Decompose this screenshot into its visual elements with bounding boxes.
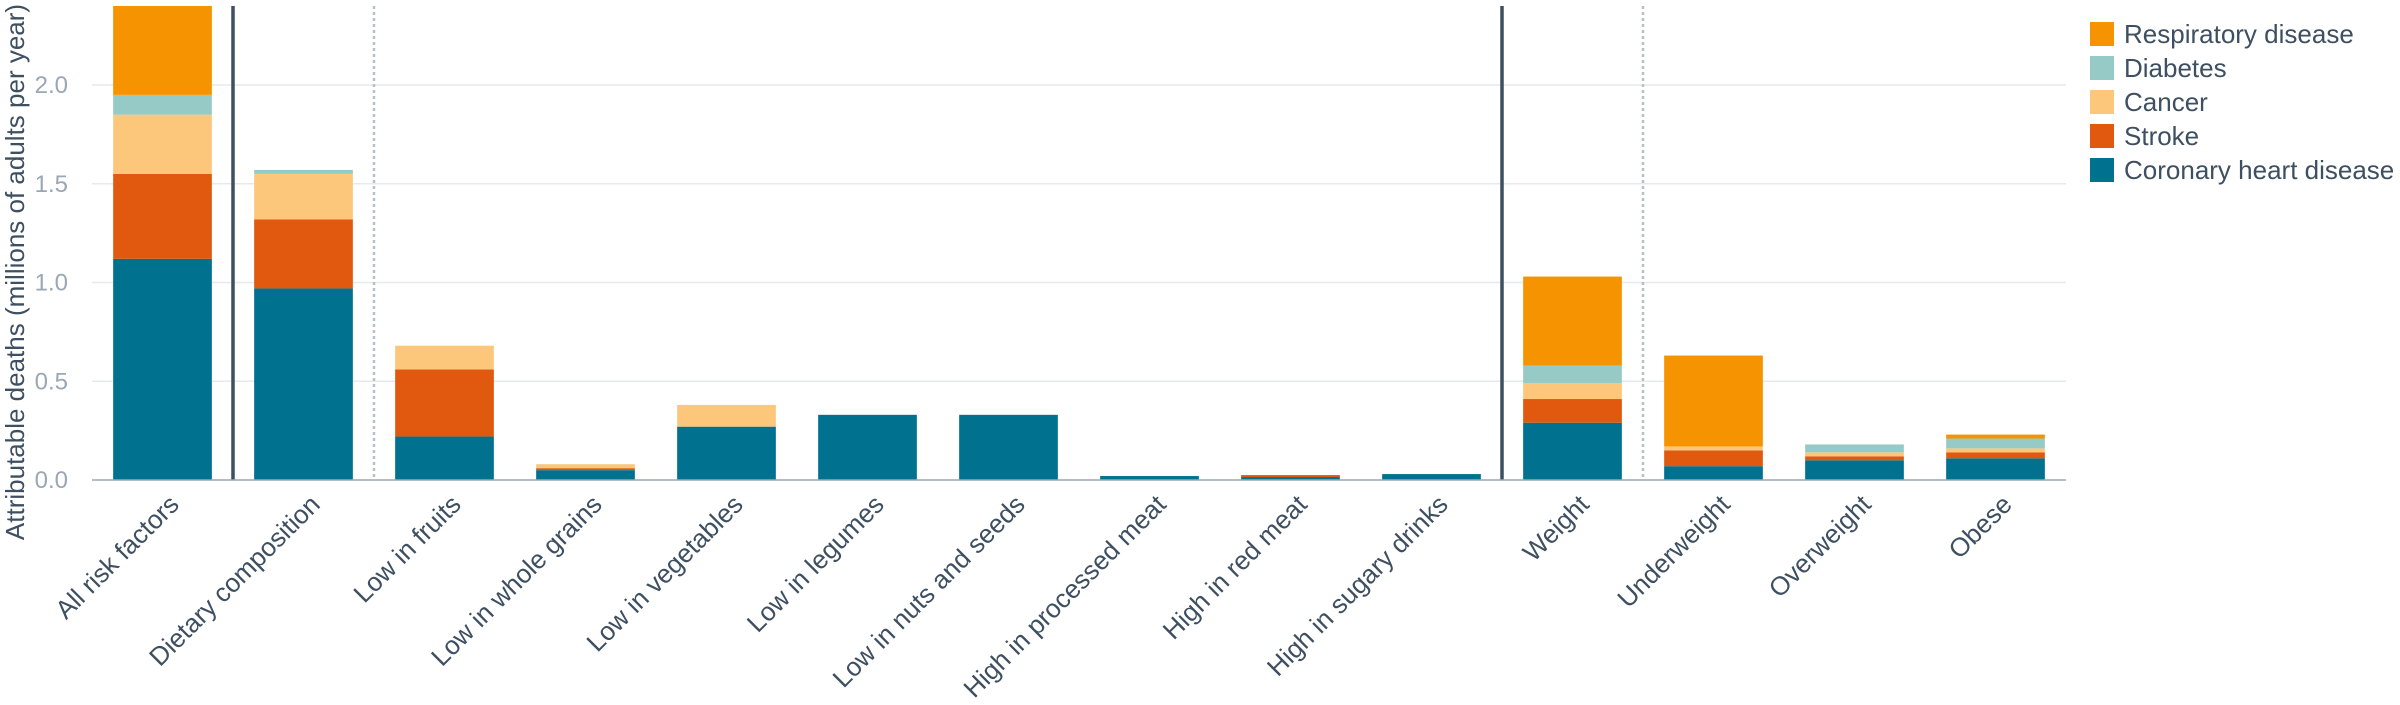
y-tick-label: 1.0 [35, 270, 68, 297]
bar-segment-stroke[interactable] [395, 369, 494, 437]
bar-segment-cancer[interactable] [254, 173, 353, 220]
bar-segment-stroke[interactable] [1946, 452, 2045, 459]
x-tick-label: Low in fruits [347, 489, 466, 608]
bar-segment-stroke[interactable] [113, 173, 212, 259]
y-tick-label: 1.5 [35, 171, 68, 198]
bar-segment-cancer[interactable] [1805, 452, 1904, 457]
bar-segment-stroke[interactable] [536, 468, 635, 471]
bar-segment-diabetes[interactable] [1805, 444, 1904, 453]
bar-segment-coronary-heart-disease[interactable] [113, 258, 212, 480]
y-tick-label: 2.0 [35, 72, 68, 99]
bar-segment-coronary-heart-disease[interactable] [536, 470, 635, 480]
bar-segment-diabetes[interactable] [113, 94, 212, 115]
bar-segment-cancer[interactable] [677, 404, 776, 427]
bar-segment-cancer[interactable] [536, 464, 635, 469]
bar-segment-respiratory-disease[interactable] [1523, 276, 1622, 366]
bar-segment-respiratory-disease[interactable] [113, 6, 212, 95]
bar-segment-coronary-heart-disease[interactable] [1241, 477, 1340, 480]
bar-segment-coronary-heart-disease[interactable] [1523, 422, 1622, 480]
bar-segment-diabetes[interactable] [1523, 365, 1622, 384]
legend-swatch [2090, 56, 2114, 80]
bar-segment-coronary-heart-disease[interactable] [254, 288, 353, 480]
bar-segment-coronary-heart-disease[interactable] [395, 436, 494, 480]
x-tick-label: Overweight [1763, 488, 1878, 603]
y-tick-label: 0.5 [35, 368, 68, 395]
bar-segment-coronary-heart-disease[interactable] [1664, 466, 1763, 480]
bar-segment-stroke[interactable] [254, 219, 353, 289]
bar-segment-stroke[interactable] [1241, 475, 1340, 478]
bar-segment-stroke[interactable] [1664, 450, 1763, 467]
bar-segment-coronary-heart-disease[interactable] [1100, 476, 1199, 480]
grid-lines [92, 84, 2066, 382]
bar-segment-cancer[interactable] [113, 114, 212, 174]
bar-segment-coronary-heart-disease[interactable] [818, 414, 917, 480]
legend-swatch [2090, 124, 2114, 148]
legend-swatch [2090, 22, 2114, 46]
bar-segment-cancer[interactable] [1664, 446, 1763, 451]
y-tick-label: 0.0 [35, 467, 68, 494]
bar-segment-diabetes[interactable] [254, 169, 353, 174]
bar-segment-coronary-heart-disease[interactable] [1805, 460, 1904, 480]
group-dividers [231, 6, 1645, 480]
legend: Respiratory disease Diabetes Cancer Stroke C… [2090, 19, 2394, 185]
legend-swatch [2090, 90, 2114, 114]
legend-label: Cancer [2124, 87, 2208, 117]
bar-segment-coronary-heart-disease[interactable] [959, 414, 1058, 480]
legend-swatch [2090, 158, 2114, 182]
x-tick-label: Obese [1942, 489, 2017, 564]
bar-segment-stroke[interactable] [1805, 456, 1904, 461]
bar-segment-respiratory-disease[interactable] [1946, 434, 2045, 439]
bar-segment-cancer[interactable] [1946, 448, 2045, 453]
bar-segment-diabetes[interactable] [1946, 438, 2045, 449]
bar-segment-coronary-heart-disease[interactable] [677, 426, 776, 480]
x-tick-label: High in red meat [1157, 488, 1314, 645]
x-tick-label: Low in legumes [741, 489, 890, 638]
bar-segment-respiratory-disease[interactable] [1664, 355, 1763, 447]
legend-label: Coronary heart disease [2124, 155, 2394, 185]
x-tick-label: Low in vegetables [580, 489, 748, 657]
bars [113, 6, 2045, 480]
y-axis-ticks: 0.0 0.5 1.0 1.5 2.0 [35, 72, 68, 494]
x-tick-label: Weight [1517, 488, 1596, 567]
bar-segment-cancer[interactable] [395, 345, 494, 370]
x-tick-label: All risk factors [49, 489, 185, 625]
legend-label: Stroke [2124, 121, 2199, 151]
legend-label: Diabetes [2124, 53, 2227, 83]
bar-segment-stroke[interactable] [1523, 399, 1622, 423]
bar-segment-coronary-heart-disease[interactable] [1946, 458, 2045, 480]
bar-segment-cancer[interactable] [1523, 383, 1622, 400]
x-tick-label: Underweight [1611, 488, 1736, 613]
bar-segment-coronary-heart-disease[interactable] [1382, 474, 1481, 480]
legend-label: Respiratory disease [2124, 19, 2354, 49]
y-axis-title: Attributable deaths (millions of adults … [0, 4, 30, 540]
